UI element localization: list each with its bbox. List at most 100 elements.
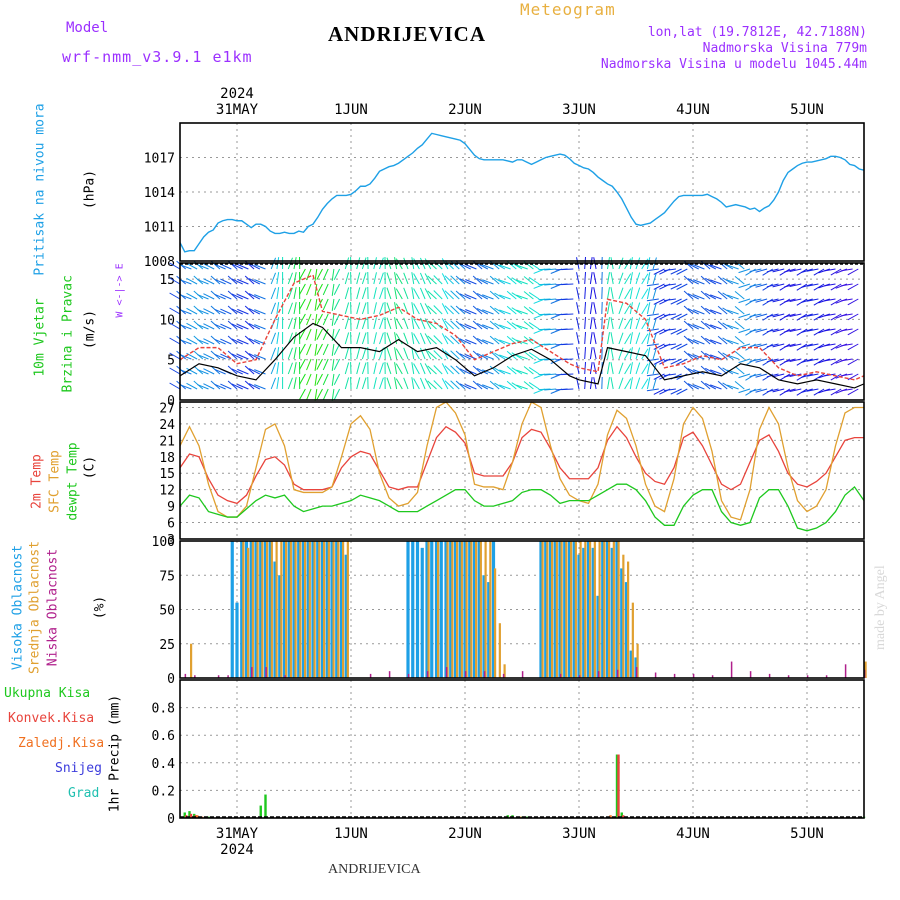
wind-arrow-745 [646,362,651,375]
wind-arrow-401 [424,333,432,345]
wind-arrow-84 [220,308,232,315]
wind-arrow-839 [700,290,711,300]
wind-arrow-366 [403,347,409,360]
wind-arrow-512 [489,380,500,390]
wind-arrow-467 [459,383,471,390]
wind-arrow-260 [333,388,341,400]
wind-arrow-347 [394,332,398,345]
wind-arrow-677 [607,287,611,300]
wind-arrow-491 [476,338,489,345]
cloud-bar-0-34 [449,541,453,678]
cloud-bar-0-10 [278,575,282,678]
wind-arrow-389 [419,287,426,300]
wind-arrow-1021 [813,328,825,336]
bottom-date-3: 3JUN [562,826,596,842]
cloud-bar-0-39 [472,541,477,678]
wind-arrow-1075 [847,328,859,336]
wind-arrow-735 [641,348,649,360]
wind-arrow-498 [482,309,494,315]
wind-arrow-903 [738,313,751,319]
wind-arrow-462 [459,308,471,315]
wind-arrow-886 [727,324,739,330]
wind-arrow-263 [344,287,350,300]
wind-arrow-178 [287,362,293,375]
ytick-2-0: 3 [167,533,175,548]
wind-arrow-421 [433,365,443,375]
wind-arrow-320 [379,332,384,345]
wind-arrow-554 [516,339,528,345]
wind-arrow-736 [641,363,649,375]
wind-arrow-631 [576,272,580,285]
wind-arrow-485 [472,380,483,390]
cloud-bar-1-56 [622,554,625,678]
model-name: wrf-nmm_v3.9.1 e1km [62,48,253,66]
wind-arrow-229 [316,328,323,340]
wind-arrow-319 [379,317,384,330]
wind-arrow-91 [227,275,238,285]
wind-arrow-722 [635,287,641,300]
wind-arrow-57 [203,308,215,315]
wind-arrow-453 [455,305,466,315]
wind-arrow-1018 [813,283,825,291]
legend-hail: Grad [68,786,100,801]
wind-arrow-706 [624,318,632,330]
wind-arrow-593 [538,388,551,391]
wind-arrow-392 [419,332,426,345]
wind-arrow-511 [489,365,500,375]
cloud-bar-1-37 [498,623,501,678]
wind-arrow-929 [755,298,768,303]
wind-arrow-733 [641,318,649,330]
wind-arrow-108 [237,263,249,270]
wind-arrow-1041 [823,358,836,362]
wind-arrow-563 [523,336,534,345]
wind-arrow-836 [693,384,705,390]
wind-arrow-985 [789,328,802,333]
wind-arrow-482 [472,335,483,345]
wind-arrow-895 [734,320,745,330]
wind-arrow-682 [607,362,611,375]
wind-arrow-377 [411,377,415,390]
wind-arrow-280 [356,272,361,285]
wind-arrow-172 [287,272,293,285]
cloud-bar-1-54 [612,541,615,678]
wind-arrow-431 [441,378,449,390]
cloud-bar-2-10 [426,671,429,678]
wind-arrow-958 [772,328,785,333]
wind-arrow-374 [411,332,415,345]
wind-arrow-216 [314,268,318,281]
wind-arrow-46 [197,279,209,285]
wind-arrow-1048 [830,328,842,336]
wind-arrow-716 [629,332,633,345]
wind-arrow-205 [299,373,306,385]
wind-arrow-527 [499,339,511,345]
wind-arrow-819 [687,263,699,270]
ytick-3-0: 0 [167,672,175,687]
wind-arrow-561 [523,306,534,315]
wind-arrow-186 [293,347,297,360]
wind-arrow-174 [287,302,293,315]
wind-arrow-481 [472,320,483,330]
wind-arrow-353 [395,288,403,300]
wind-arrow-98 [227,380,238,390]
wind-arrow-640 [584,271,587,285]
wind-arrow-624 [561,313,574,316]
wind-arrow-626 [561,343,574,346]
wind-arrow-202 [299,328,306,340]
wind-arrow-1035 [823,268,836,272]
wind-arrow-978 [783,358,796,363]
wind-arrow-652 [589,317,593,330]
wind-arrow-641 [584,286,587,300]
wind-arrow-1046 [830,298,842,306]
wind-arrow-801 [676,268,688,275]
wind-arrow-856 [710,279,722,285]
wind-arrow-1024 [813,373,825,381]
wind-arrow-97 [227,365,238,375]
wind-arrow-863 [710,384,722,390]
wind-arrow-211 [306,328,312,341]
wind-arrow-52 [197,369,209,375]
wind-arrow-905 [738,343,751,349]
bottom-date-2: 2JUN [448,826,482,842]
wind-arrow-218 [314,298,318,311]
wind-arrow-829 [693,279,705,285]
top-date-2: 2JUN [448,102,482,118]
